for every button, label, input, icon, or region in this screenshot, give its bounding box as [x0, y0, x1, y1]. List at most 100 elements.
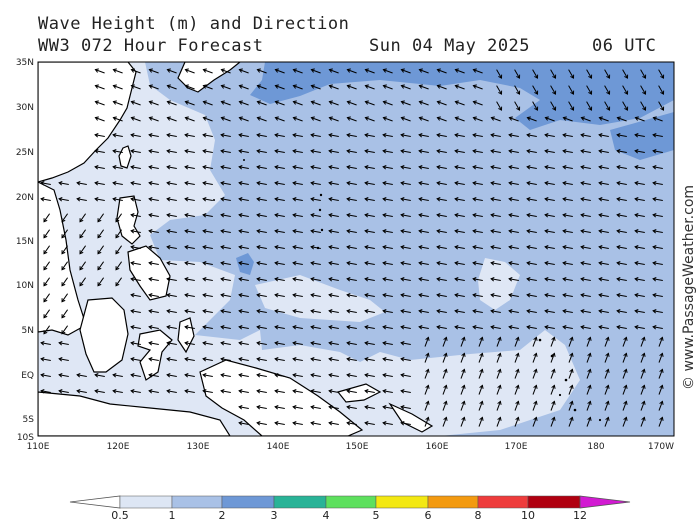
- wave-arrow-head: [436, 116, 441, 121]
- wave-arrow-head: [634, 197, 639, 202]
- wave-arrow-head: [472, 165, 477, 170]
- wave-arrow-head: [598, 261, 603, 266]
- wave-arrow: [43, 261, 51, 270]
- wave-arrow-head: [454, 261, 459, 266]
- wave-arrow: [95, 166, 105, 169]
- wave-arrow-head: [508, 181, 513, 186]
- legend-label: 2: [219, 509, 226, 522]
- wave-arrow: [401, 150, 411, 153]
- wave-arrow: [658, 417, 663, 427]
- wave-arrow-head: [364, 133, 369, 138]
- wave-arrow: [185, 214, 195, 217]
- wave-arrow-head: [238, 149, 243, 154]
- wave-arrow: [347, 326, 357, 329]
- wave-arrow-head: [533, 336, 538, 341]
- wave-arrow: [275, 262, 285, 265]
- wave-arrow: [550, 69, 556, 79]
- land-philippines-luzon: [116, 195, 141, 245]
- wave-arrow-head: [166, 325, 171, 330]
- wave-arrow: [568, 69, 574, 79]
- wave-arrow: [167, 214, 177, 217]
- wave-arrow: [239, 326, 249, 329]
- wave-arrow: [275, 214, 285, 217]
- wave-arrow-head: [552, 106, 557, 111]
- wave-arrow: [131, 166, 141, 169]
- legend-label: 10: [521, 509, 535, 522]
- wave-arrow-head: [652, 309, 657, 314]
- ocean-below-1m-central: [255, 275, 385, 322]
- wave-arrow-head: [436, 309, 441, 314]
- wave-arrow-head: [256, 357, 261, 362]
- wave-arrow: [311, 134, 321, 137]
- wave-arrow-head: [580, 277, 585, 282]
- wave-arrow-head: [202, 373, 207, 378]
- wave-arrow-head: [382, 100, 387, 105]
- wave-arrow: [185, 310, 195, 313]
- wave-arrow-head: [641, 368, 646, 373]
- wave-arrow-head: [220, 325, 225, 330]
- wave-arrow: [115, 245, 123, 254]
- wave-arrow: [113, 182, 123, 185]
- wave-arrow-head: [605, 400, 610, 405]
- wave-arrow: [275, 358, 285, 361]
- wave-arrow-head: [202, 149, 207, 154]
- wave-arrow-head: [148, 213, 153, 218]
- wave-arrow-head: [472, 181, 477, 186]
- wave-arrow-head: [587, 336, 592, 341]
- wave-arrow: [563, 182, 573, 185]
- wave-arrow-head: [436, 84, 441, 89]
- wave-arrow-head: [292, 229, 297, 234]
- wave-arrow: [617, 150, 627, 153]
- wave-arrow-head: [479, 400, 484, 405]
- lon-label: 180: [587, 442, 604, 452]
- wave-arrow-head: [616, 181, 621, 186]
- wave-arrow: [239, 166, 249, 169]
- wave-arrow-head: [652, 116, 657, 121]
- forecast-date: Sun 04 May 2025: [369, 36, 531, 56]
- wave-arrow: [365, 69, 375, 74]
- wave-arrow: [455, 182, 465, 185]
- wave-arrow: [383, 198, 393, 201]
- wave-arrow: [383, 182, 393, 185]
- wave-arrow: [545, 182, 555, 185]
- wave-arrow: [257, 85, 267, 90]
- wave-arrow: [550, 401, 555, 411]
- wave-arrow: [329, 422, 339, 425]
- wave-arrow: [167, 166, 177, 169]
- wave-arrow-head: [490, 213, 495, 218]
- wave-arrow-head: [515, 368, 520, 373]
- wave-arrow: [131, 390, 141, 393]
- wave-arrow-head: [220, 229, 225, 234]
- wave-arrow: [311, 342, 321, 345]
- wave-arrow: [257, 422, 267, 425]
- wave-arrow-head: [364, 149, 369, 154]
- wave-arrow-head: [652, 149, 657, 154]
- wave-arrow-head: [130, 100, 135, 105]
- wave-arrow-head: [472, 84, 477, 89]
- wave-arrow-head: [310, 181, 315, 186]
- wave-arrow-head: [328, 341, 333, 346]
- wave-arrow: [185, 150, 195, 153]
- wave-arrow: [347, 150, 357, 153]
- wave-arrow: [275, 310, 285, 313]
- wave-arrow: [383, 326, 393, 329]
- wave-arrow-head: [400, 277, 405, 282]
- wave-arrow-head: [544, 116, 549, 121]
- wave-arrow-head: [497, 352, 502, 357]
- wave-arrow: [419, 198, 429, 201]
- wave-arrow: [617, 326, 627, 329]
- wave-arrow-head: [382, 181, 387, 186]
- wave-arrow-head: [616, 325, 621, 330]
- wave-arrow: [131, 374, 141, 377]
- wave-arrow: [437, 69, 447, 74]
- wave-arrow-head: [544, 149, 549, 154]
- wave-arrow: [311, 230, 321, 233]
- wave-arrow-head: [616, 133, 621, 138]
- wave-arrow-head: [184, 261, 189, 266]
- wave-arrow-head: [184, 197, 189, 202]
- wave-arrow: [545, 246, 555, 249]
- wave-arrow: [383, 150, 393, 153]
- wave-arrow: [365, 310, 375, 313]
- wave-arrow: [203, 358, 213, 361]
- map-frame: [37, 61, 675, 437]
